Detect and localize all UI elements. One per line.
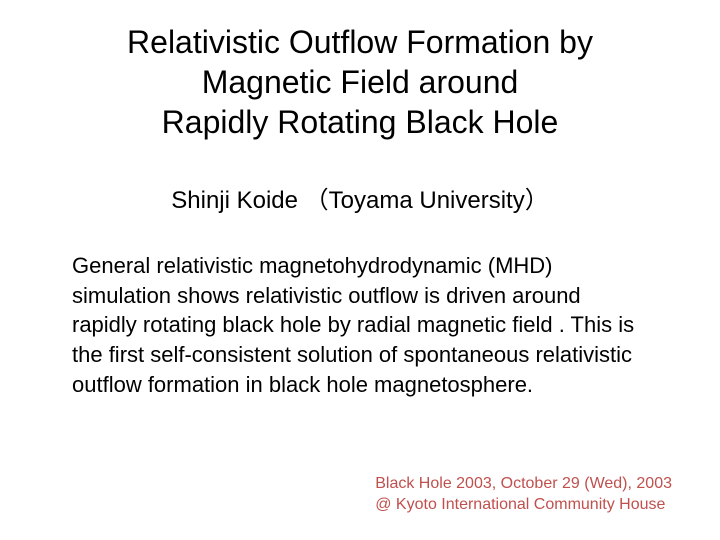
author-line: Shinji Koide （Toyama University）: [0, 180, 720, 215]
footer-line-2: @ Kyoto International Community House: [375, 495, 672, 516]
footer-block: Black Hole 2003, October 29 (Wed), 2003 …: [375, 474, 672, 516]
body-paragraph: General relativistic magnetohydrodynamic…: [0, 251, 720, 399]
slide-title: Relativistic Outflow Formation by Magnet…: [0, 0, 720, 142]
footer-line-1: Black Hole 2003, October 29 (Wed), 2003: [375, 474, 672, 495]
title-line-1: Relativistic Outflow Formation by: [127, 24, 593, 60]
title-line-2: Magnetic Field around: [202, 64, 519, 100]
title-line-3: Rapidly Rotating Black Hole: [162, 104, 559, 140]
